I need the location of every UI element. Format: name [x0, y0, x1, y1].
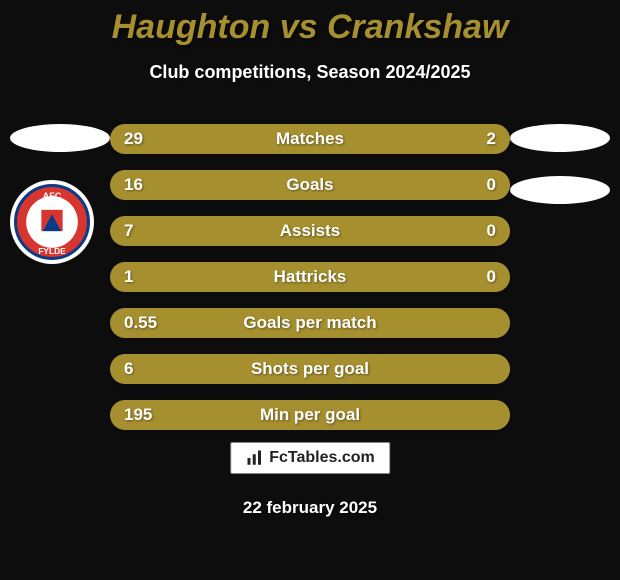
title-right-name: Crankshaw: [327, 8, 508, 46]
comparison-bars: 29Matches2 16Goals0 7Assists0 1Hattricks0 0.…: [110, 124, 510, 446]
stat-label: Matches: [110, 129, 510, 149]
stat-label: Hattricks: [110, 267, 510, 287]
stat-row: 29Matches2: [110, 124, 510, 154]
svg-text:FYLDE: FYLDE: [38, 246, 66, 256]
stat-label: Min per goal: [110, 405, 510, 425]
stat-right-value: 2: [487, 129, 496, 149]
stat-right-value: 0: [487, 267, 496, 287]
left-player-silhouette: [10, 124, 110, 152]
svg-text:AFC: AFC: [43, 191, 62, 201]
footer-date: 22 february 2025: [0, 498, 620, 518]
stat-row: 16Goals0: [110, 170, 510, 200]
stat-row: 195Min per goal: [110, 400, 510, 430]
page-title: Haughton vs Crankshaw: [0, 8, 620, 47]
stat-label: Goals per match: [110, 313, 510, 333]
stat-label: Goals: [110, 175, 510, 195]
stat-right-value: 0: [487, 221, 496, 241]
title-vs: vs: [280, 8, 318, 46]
left-club-crest: AFC FYLDE: [10, 180, 94, 264]
stat-row: 1Hattricks0: [110, 262, 510, 292]
stat-row: 0.55Goals per match: [110, 308, 510, 338]
stat-right-value: 0: [487, 175, 496, 195]
chart-icon: [245, 449, 263, 467]
stat-label: Assists: [110, 221, 510, 241]
subtitle: Club competitions, Season 2024/2025: [0, 62, 620, 83]
source-label: FcTables.com: [269, 449, 375, 467]
club-crest-icon: AFC FYLDE: [14, 184, 90, 260]
right-club-placeholder: [510, 176, 610, 204]
stat-row: 7Assists0: [110, 216, 510, 246]
title-left-name: Haughton: [112, 8, 271, 46]
right-player-silhouette: [510, 124, 610, 152]
stat-row: 6Shots per goal: [110, 354, 510, 384]
comparison-infographic: Haughton vs Crankshaw Club competitions,…: [0, 0, 620, 580]
source-attribution: FcTables.com: [230, 442, 390, 474]
stat-label: Shots per goal: [110, 359, 510, 379]
